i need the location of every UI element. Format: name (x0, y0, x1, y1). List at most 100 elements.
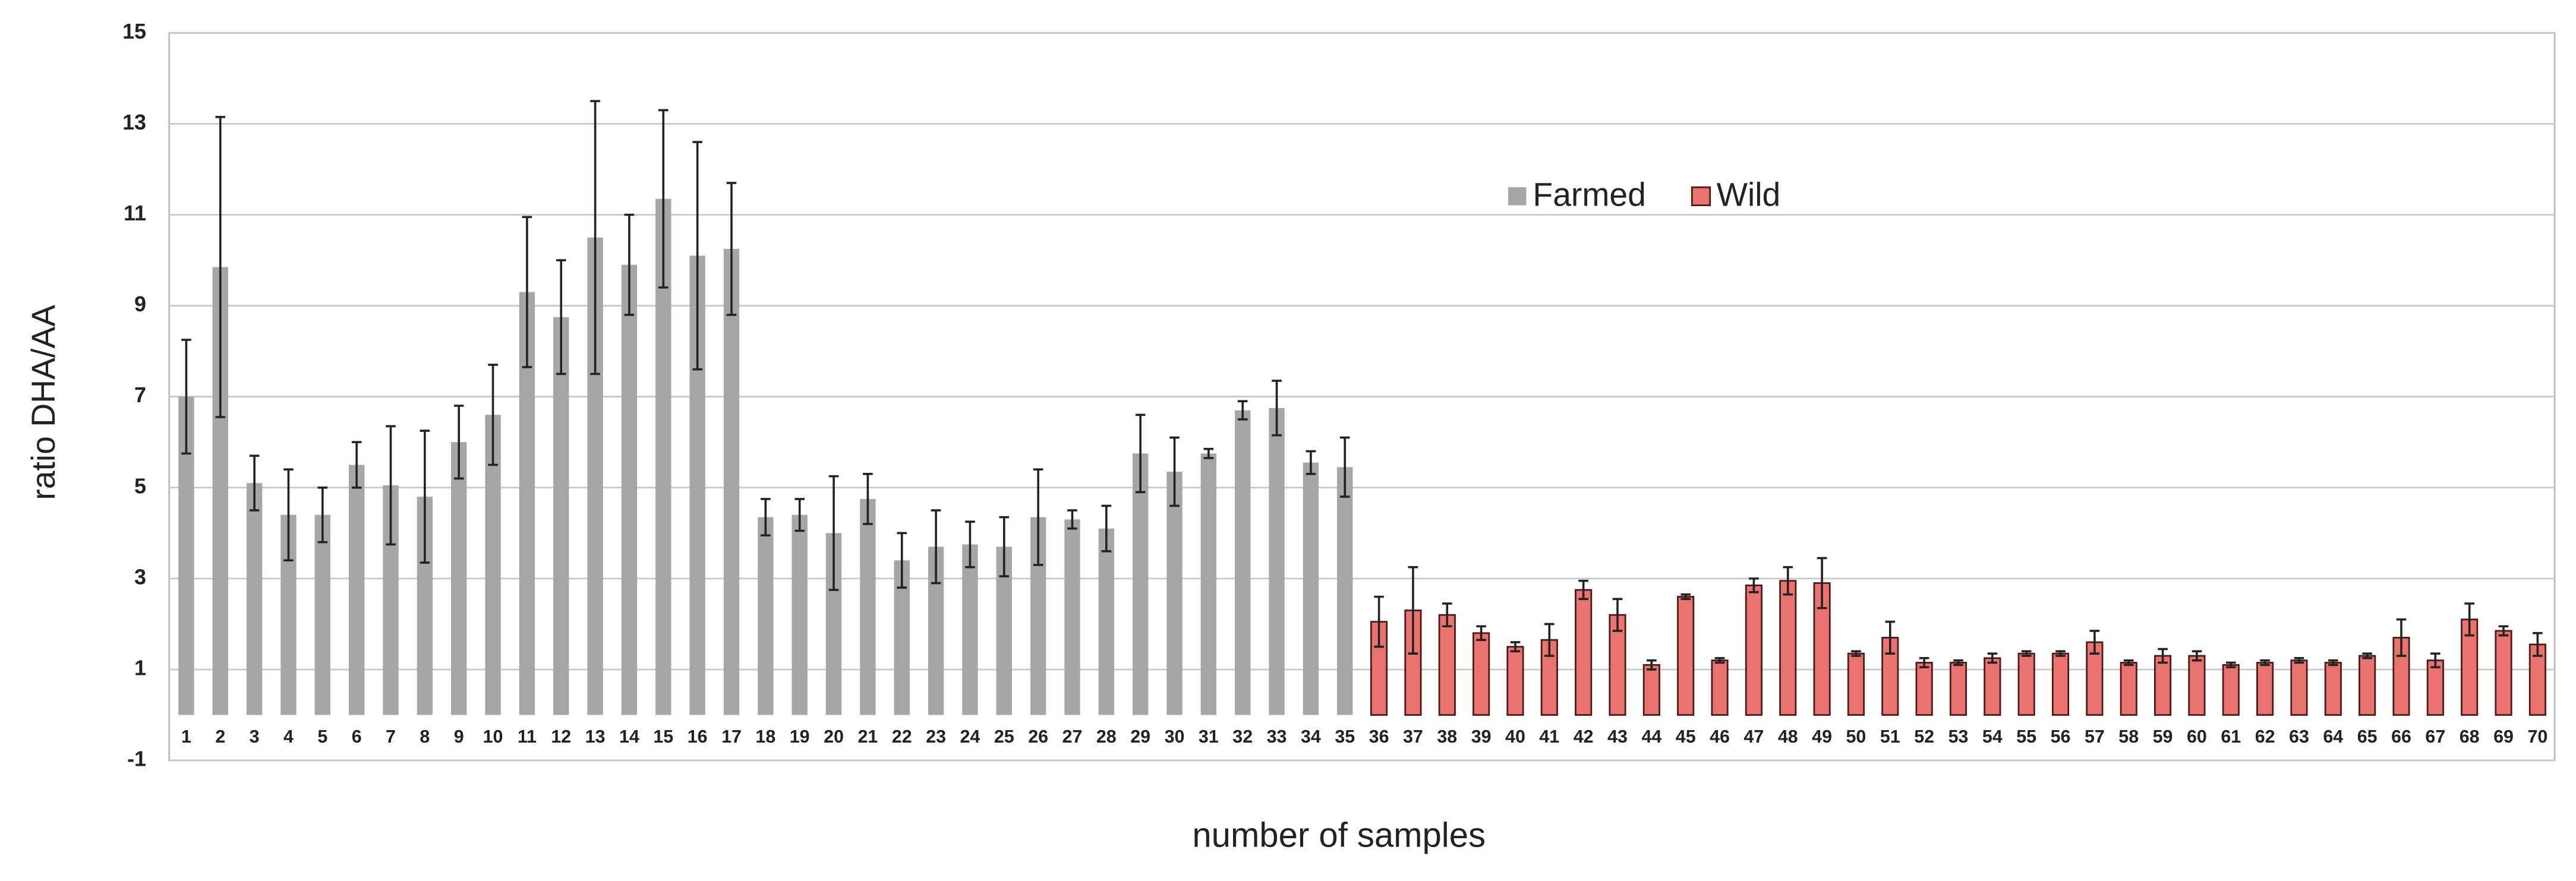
x-tick-label: 30 (1165, 727, 1185, 747)
x-tick-label: 9 (454, 727, 464, 747)
y-axis-label: ratio DHA/AA (25, 305, 62, 500)
bar (1847, 652, 1865, 716)
x-tick-label: 67 (2425, 727, 2445, 747)
x-tick-label: 70 (2527, 727, 2547, 747)
bar (1235, 410, 1251, 715)
x-tick-label: 61 (2221, 727, 2241, 747)
y-tick-label: -1 (127, 747, 146, 771)
y-tick-label: 15 (122, 19, 146, 43)
x-tick-label: 16 (688, 727, 708, 747)
bar (758, 517, 774, 715)
x-tick-label: 52 (1914, 727, 1934, 747)
x-tick-label: 26 (1028, 727, 1048, 747)
bar (1269, 408, 1285, 715)
bar (1200, 453, 1217, 715)
bar (2359, 655, 2376, 716)
bar (2290, 659, 2308, 716)
x-tick-label: 41 (1539, 727, 1559, 747)
bar (1915, 662, 1933, 716)
x-tick-label: 55 (2016, 727, 2036, 747)
x-tick-label: 28 (1096, 727, 1117, 747)
x-tick-label: 65 (2357, 727, 2378, 747)
x-tick-label: 39 (1471, 727, 1492, 747)
x-tick-label: 46 (1710, 727, 1730, 747)
x-tick-label: 57 (2085, 727, 2105, 747)
bar (246, 483, 263, 715)
bar (1337, 467, 1353, 715)
legend-swatch (1508, 187, 1527, 206)
x-tick-label: 45 (1676, 727, 1696, 747)
bar (1779, 580, 1797, 716)
bar (860, 498, 876, 715)
x-tick-label: 33 (1267, 727, 1287, 747)
bar (1677, 596, 1695, 716)
y-tick-label: 5 (134, 473, 146, 498)
x-tick-label: 48 (1778, 727, 1798, 747)
x-tick-label: 12 (551, 727, 571, 747)
bar (723, 248, 740, 715)
x-tick-label: 53 (1948, 727, 1969, 747)
bar (553, 317, 569, 715)
x-tick-label: 19 (790, 727, 810, 747)
y-tick-label: 13 (122, 110, 146, 134)
x-tick-label: 11 (518, 727, 537, 747)
y-tick-label: 9 (134, 292, 146, 316)
bar (2188, 655, 2206, 716)
x-tick-label: 22 (892, 727, 912, 747)
bar (1064, 519, 1080, 715)
bar (1949, 662, 1968, 716)
bar (1575, 589, 1593, 716)
x-tick-label: 60 (2187, 727, 2207, 747)
x-tick-label: 54 (1982, 727, 2003, 747)
bar (2426, 659, 2444, 716)
y-tick-label: 1 (134, 655, 146, 680)
x-tick-label: 68 (2460, 727, 2480, 747)
x-tick-label: 15 (653, 727, 673, 747)
legend-swatch (1691, 186, 1711, 206)
bar (451, 442, 467, 715)
y-tick-label: 3 (134, 564, 146, 589)
bar (314, 514, 331, 715)
x-tick-label: 63 (2289, 727, 2309, 747)
bar (2495, 630, 2512, 716)
bar (348, 465, 365, 715)
x-tick-label: 29 (1130, 727, 1150, 747)
x-tick-label: 6 (352, 727, 362, 747)
legend-label: Wild (1717, 176, 1781, 213)
x-tick-label: 42 (1574, 727, 1594, 747)
x-tick-label: 50 (1846, 727, 1866, 747)
x-tick-label: 2 (215, 727, 225, 747)
x-tick-label: 20 (824, 727, 844, 747)
bar (2256, 662, 2274, 716)
x-tick-label: 5 (317, 727, 327, 747)
bar (2154, 655, 2172, 716)
bar (1711, 659, 1729, 716)
x-tick-label: 38 (1437, 727, 1457, 747)
x-tick-label: 59 (2153, 727, 2173, 747)
bar (1506, 646, 1524, 716)
x-tick-label: 13 (585, 727, 606, 747)
x-tick-label: 24 (960, 727, 980, 747)
x-tick-label: 49 (1812, 727, 1832, 747)
x-tick-label: 40 (1505, 727, 1525, 747)
x-tick-label: 56 (2051, 727, 2071, 747)
y-tick-label: 7 (134, 383, 146, 407)
x-tick-label: 32 (1232, 727, 1253, 747)
x-tick-label: 10 (483, 727, 503, 747)
bar (2017, 652, 2035, 716)
bar (2222, 664, 2240, 716)
x-axis-label: number of samples (1192, 816, 1486, 854)
bar (2324, 662, 2342, 716)
x-tick-label: 66 (2391, 727, 2411, 747)
x-tick-label: 36 (1369, 727, 1389, 747)
bar (2120, 662, 2137, 716)
bar (621, 264, 638, 715)
bar (792, 514, 808, 715)
x-tick-label: 69 (2493, 727, 2514, 747)
bar (1132, 453, 1149, 715)
legend-label: Farmed (1533, 176, 1645, 213)
x-tick-label: 31 (1199, 727, 1219, 747)
bar (1303, 462, 1319, 715)
x-tick-label: 43 (1607, 727, 1628, 747)
